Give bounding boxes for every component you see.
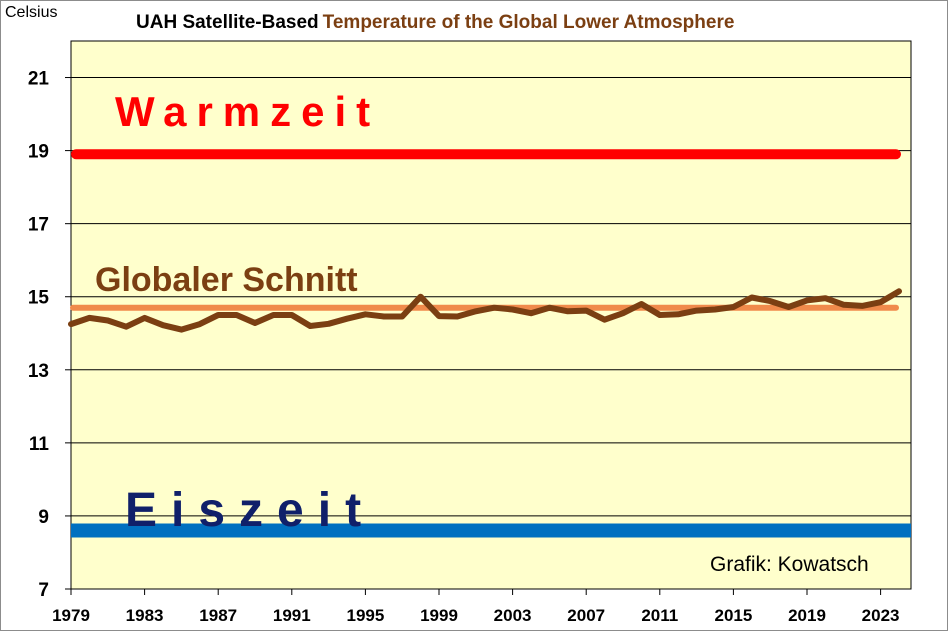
y-tick-label: 15 — [28, 288, 50, 309]
data-point — [70, 323, 72, 325]
data-point — [585, 310, 587, 312]
data-point — [640, 303, 643, 305]
data-point — [806, 299, 808, 301]
series-layer — [68, 288, 902, 333]
data-point — [88, 317, 90, 319]
x-tick-label: 1991 — [273, 606, 311, 625]
data-point — [696, 310, 698, 312]
globaler-schnitt-label: Globaler Schnitt — [95, 261, 358, 299]
x-tick-label: 2007 — [567, 606, 605, 625]
data-point — [180, 329, 182, 331]
data-point — [420, 296, 422, 298]
data-point — [714, 308, 716, 311]
x-tick-label: 1987 — [199, 606, 237, 625]
x-tick-label: 2015 — [714, 606, 752, 625]
y-tick-label: 21 — [28, 69, 50, 90]
y-tick-label: 7 — [38, 580, 49, 601]
y-tick-label: 19 — [28, 142, 49, 163]
plot-area — [70, 40, 912, 590]
data-point — [475, 310, 477, 312]
data-point — [217, 314, 219, 316]
data-point — [438, 315, 440, 317]
data-point — [530, 312, 532, 314]
data-point — [898, 290, 900, 292]
data-point — [512, 308, 514, 311]
data-point — [604, 319, 606, 321]
data-point — [456, 315, 458, 318]
data-point — [291, 314, 293, 316]
data-point — [880, 301, 882, 303]
temperature-series-line — [68, 288, 902, 333]
chart-title-part2: Temperature of the Global Lower Atmosphe… — [323, 12, 735, 33]
data-point — [788, 306, 790, 308]
y-tick-label: 9 — [38, 507, 49, 528]
data-point — [843, 304, 845, 306]
data-point — [659, 314, 661, 316]
x-tick-label: 1983 — [126, 606, 164, 625]
y-axis-ticks: 7 9 11 13 15 17 19 21 — [28, 69, 71, 601]
x-axis-ticks: 1979 1983 1987 1991 1995 1999 2003 2007 2011 2015… — [52, 589, 900, 625]
data-point — [272, 314, 274, 316]
x-tick-label: 1979 — [52, 606, 90, 625]
chart-title-part1: UAH Satellite-Based — [136, 12, 319, 33]
y-tick-label: 13 — [28, 361, 49, 382]
data-point — [824, 297, 827, 299]
data-point — [144, 317, 146, 319]
x-tick-label: 1995 — [346, 606, 384, 625]
x-tick-label: 2019 — [788, 606, 826, 625]
data-point — [236, 314, 238, 316]
y-tick-label: 11 — [29, 434, 50, 455]
x-tick-label: 1999 — [420, 606, 458, 625]
data-point — [677, 313, 679, 315]
x-tick-label: 2011 — [641, 606, 678, 625]
x-tick-label: 2023 — [862, 606, 900, 625]
data-point — [548, 307, 551, 309]
data-point — [199, 323, 201, 325]
data-point — [254, 322, 256, 324]
eiszeit-label: Eiszeit — [125, 484, 375, 537]
data-point — [309, 325, 311, 327]
data-point — [125, 326, 127, 328]
data-point — [567, 310, 569, 312]
data-point — [364, 313, 366, 315]
data-point — [751, 296, 753, 299]
x-tick-label: 2003 — [494, 606, 532, 625]
y-axis-unit-label: Celsius — [5, 4, 57, 21]
credit-label: Grafik: Kowatsch — [710, 553, 869, 576]
data-point — [732, 306, 735, 308]
y-tick-label: 17 — [28, 215, 49, 236]
data-point — [107, 319, 109, 322]
data-point — [861, 305, 863, 307]
data-point — [346, 318, 348, 320]
data-point — [493, 307, 495, 309]
data-point — [401, 315, 403, 318]
data-point — [162, 324, 164, 326]
data-point — [769, 300, 771, 302]
data-point — [622, 312, 624, 314]
data-point — [328, 323, 330, 325]
warmzeit-label: Warmzeit — [115, 88, 380, 135]
data-point — [383, 315, 385, 318]
